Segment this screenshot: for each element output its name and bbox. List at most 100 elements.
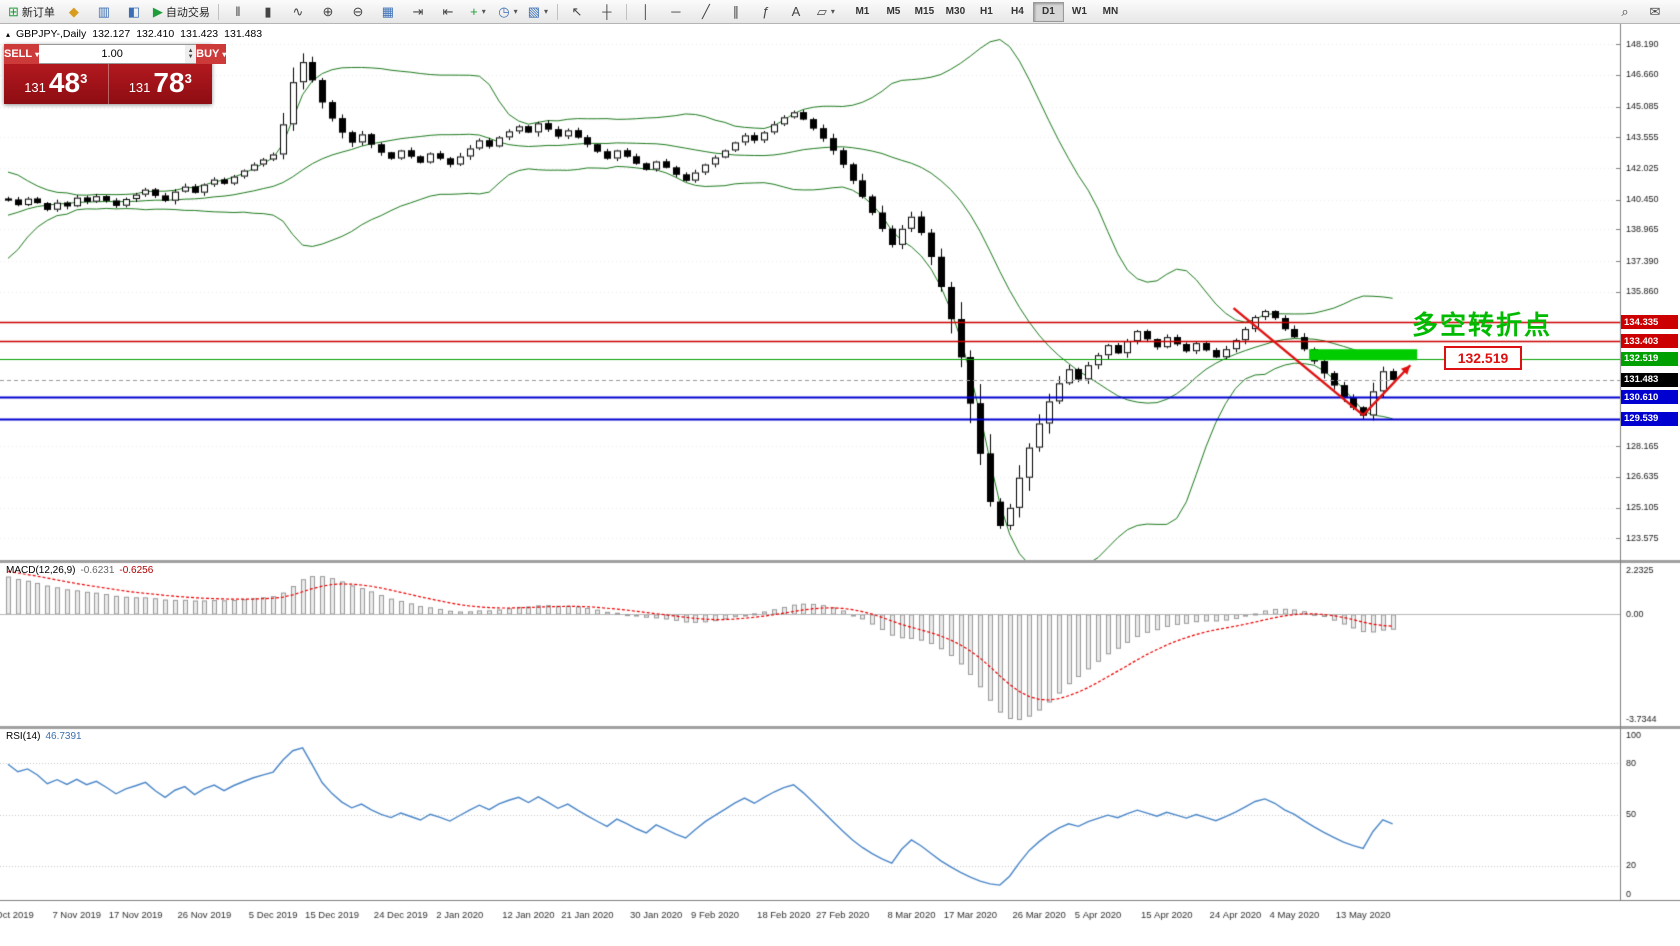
auto-trading-icon: ▶ [152, 4, 163, 19]
price-tag-129-539: 129.539 [1621, 411, 1678, 426]
search-icon[interactable]: ⌕ [1610, 1, 1640, 23]
messages-icon[interactable]: ✉ [1640, 1, 1670, 23]
vertical-line-icon[interactable]: │ [631, 1, 661, 23]
buy-price-button[interactable]: 131 78 3 [109, 64, 213, 104]
crosshair-icon[interactable]: ┼ [592, 1, 622, 23]
spinner-up-icon[interactable]: ▲ [187, 48, 194, 54]
buy-button-label: BUY [196, 48, 220, 60]
new-order-icon: ⊞ [8, 4, 19, 19]
timeframe-button-m1[interactable]: M1 [855, 6, 870, 17]
zoom-out-icon[interactable]: ⊖ [343, 1, 373, 23]
zoom-in-icon[interactable]: ⊕ [313, 1, 343, 23]
toolbar-separator [217, 3, 219, 20]
indicators-menu-button: + [470, 4, 478, 19]
cursor-icon[interactable]: ↖ [562, 1, 592, 23]
timeframe-toolbar: M1 M5 M15 M30 H1 H4 D1 W1 MN [847, 1, 1126, 22]
toolbar-separator [556, 3, 558, 20]
line-chart-mode-icon[interactable]: ∿ [283, 1, 313, 23]
price-tag-132-519: 132.519 [1621, 351, 1678, 366]
profiles-icon[interactable]: ◆ [59, 1, 89, 23]
macd-indicator-label: MACD(12,26,9) -0.6231 -0.6256 [6, 565, 153, 576]
timeframe-button-h4[interactable]: H4 [1011, 6, 1024, 17]
timeframe-button-m15[interactable]: M15 [914, 6, 935, 17]
symbol-info: ▴ GBPJPY-,Daily 132.127 132.410 131.423 … [6, 28, 262, 40]
rsi-value: 46.7391 [45, 731, 82, 742]
vertical-line-icon: │ [641, 4, 650, 19]
sell-price-point: 3 [80, 71, 88, 86]
auto-trading-button-label: 自动交易 [165, 6, 210, 19]
price-tag-133-403: 133.403 [1621, 334, 1678, 349]
timeframe-button-mn[interactable]: MN [1102, 6, 1119, 17]
market-watch-icon[interactable]: ▥ [89, 1, 119, 23]
dropdown-caret-icon: ▾ [481, 7, 486, 16]
fibonacci-icon[interactable]: ƒ [751, 1, 781, 23]
text-tool-icon[interactable]: A [781, 1, 811, 23]
channel-icon[interactable]: ∥ [721, 1, 751, 23]
symbol-ohlc-open: 132.127 [92, 28, 131, 40]
auto-scroll-icon: ⇥ [412, 4, 424, 19]
timeframe-button-m30[interactable]: M30 [945, 6, 966, 17]
tile-windows-icon[interactable]: ▦ [373, 1, 403, 23]
bar-chart-mode-icon[interactable]: ‖ [223, 1, 253, 23]
auto-scroll-icon[interactable]: ⇥ [403, 1, 433, 23]
sell-price-pips: 48 [48, 67, 81, 98]
data-window-icon: ◧ [127, 4, 141, 19]
one-click-trading-panel: SELL ▾ ▲▼ BUY ▾ 131 48 3 131 78 3 [4, 44, 227, 104]
trendline-icon[interactable]: ╱ [691, 1, 721, 23]
channel-icon: ∥ [732, 4, 740, 19]
timeframe-button-m5[interactable]: M5 [886, 6, 901, 17]
rsi-indicator-label: RSI(14) 46.7391 [6, 731, 82, 742]
sell-button[interactable]: SELL ▾ [4, 44, 40, 64]
periods-menu-button: ◷ [498, 4, 510, 19]
templates-menu-button[interactable]: ▧ ▾ [523, 1, 553, 23]
auto-trading-button[interactable]: ▶ 自动交易 [149, 1, 214, 23]
sell-price-button[interactable]: 131 48 3 [4, 64, 109, 104]
indicators-menu-button[interactable]: + ▾ [463, 1, 493, 23]
symbol-title: GBPJPY-,Daily [16, 28, 87, 40]
sell-price-figure: 131 [24, 80, 46, 95]
price-tag-131-483: 131.483 [1621, 372, 1678, 387]
macd-signal-value: -0.6256 [119, 565, 154, 576]
candlestick-mode-icon[interactable]: ▮ [253, 1, 283, 23]
timeframe-button-h1[interactable]: H1 [980, 6, 993, 17]
shapes-menu-button[interactable]: ▱ ▾ [811, 1, 841, 23]
templates-menu-button: ▧ [527, 4, 541, 19]
macd-name: MACD(12,26,9) [6, 565, 76, 576]
one-click-header: SELL ▾ ▲▼ BUY ▾ [4, 44, 227, 64]
rsi-name: RSI(14) [6, 731, 41, 742]
data-window-icon[interactable]: ◧ [119, 1, 149, 23]
price-chart-canvas[interactable] [0, 24, 1680, 946]
periods-menu-button[interactable]: ◷ ▾ [493, 1, 523, 23]
sell-dropdown-icon[interactable]: ▾ [35, 49, 40, 59]
price-tag-130-610: 130.610 [1621, 390, 1678, 405]
chart-shift-icon[interactable]: ⇤ [433, 1, 463, 23]
spinner-down-icon[interactable]: ▼ [187, 54, 194, 60]
dropdown-caret-icon: ▾ [544, 7, 549, 16]
zoom-in-icon: ⊕ [322, 4, 334, 19]
shapes-menu-button: ▱ [816, 4, 827, 19]
chart-area: ▴ GBPJPY-,Daily 132.127 132.410 131.423 … [0, 24, 1680, 946]
turning-point-annotation: 多空转折点 [1412, 310, 1553, 340]
symbol-ohlc-close: 131.483 [224, 28, 263, 40]
symbol-ohlc-high: 132.410 [136, 28, 175, 40]
fibonacci-icon: ƒ [762, 4, 770, 19]
buy-button[interactable]: BUY ▾ [196, 44, 227, 64]
buy-price-figure: 131 [128, 80, 151, 95]
new-order-button[interactable]: ⊞ 新订单 [4, 1, 59, 23]
volume-spinner[interactable]: ▲ ▼ [185, 45, 197, 63]
volume-field: ▲▼ [39, 44, 197, 64]
one-click-prices: 131 48 3 131 78 3 [4, 64, 212, 104]
timeframe-button-d1[interactable]: D1 [1032, 1, 1064, 22]
buy-dropdown-icon[interactable]: ▾ [222, 49, 227, 59]
candlestick-mode-icon: ▮ [264, 4, 272, 19]
price-tag-134-335: 134.335 [1621, 315, 1678, 330]
horizontal-line-icon[interactable]: ─ [661, 1, 691, 23]
line-chart-mode-icon: ∿ [292, 4, 304, 19]
market-watch-icon: ▥ [97, 4, 111, 19]
timeframe-button-w1[interactable]: W1 [1071, 6, 1087, 17]
toolbar-separator [625, 3, 627, 20]
search-icon: ⌕ [1621, 4, 1629, 19]
volume-input[interactable] [39, 45, 186, 63]
ohlc-expander-icon[interactable]: ▴ [6, 29, 11, 39]
